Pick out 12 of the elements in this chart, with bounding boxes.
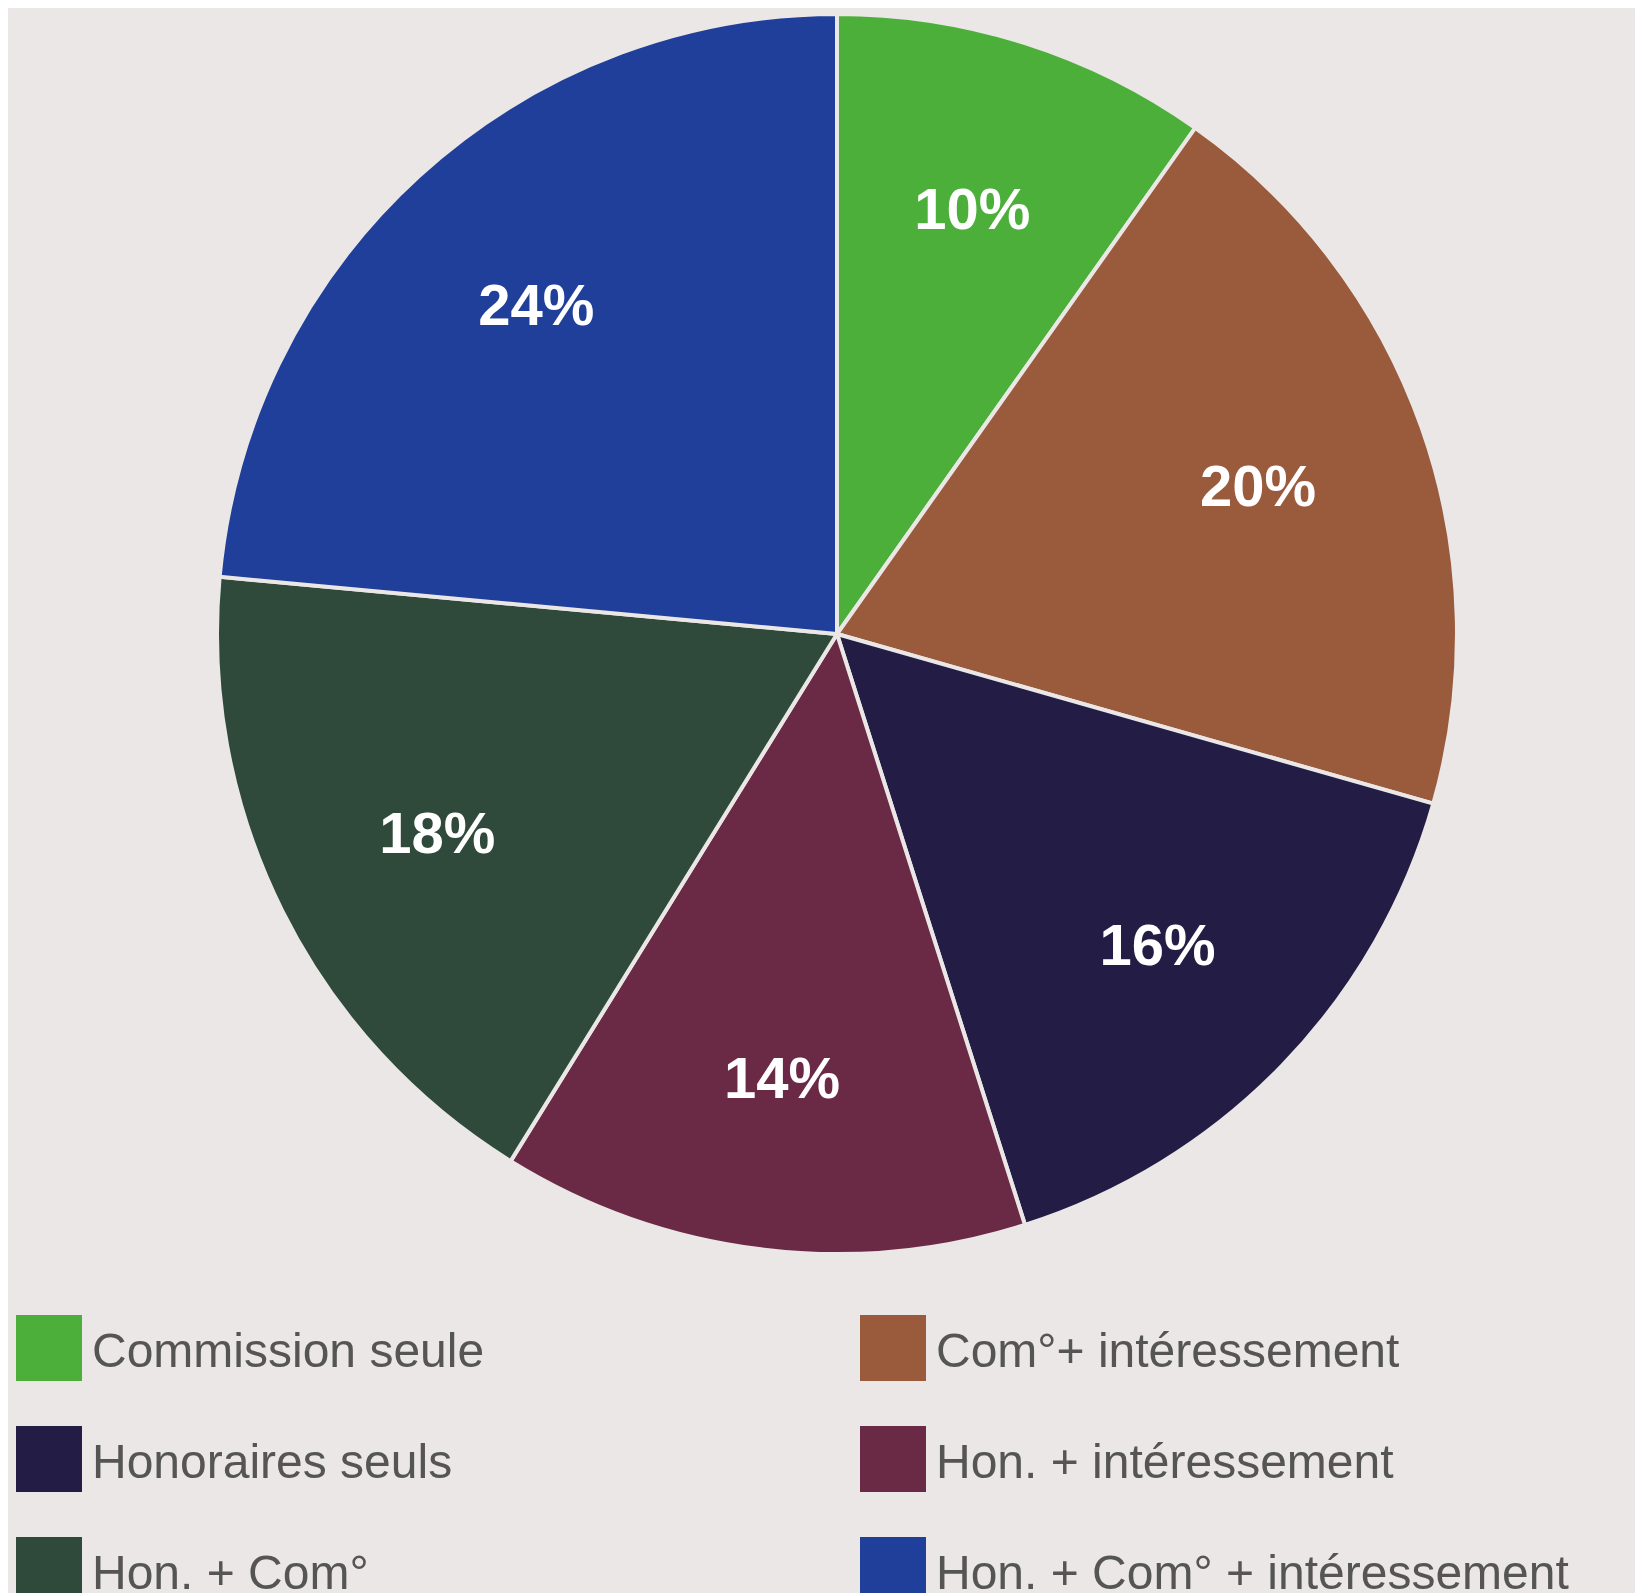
data-label: 18% (379, 800, 496, 866)
data-label: 24% (478, 271, 595, 337)
data-label: 10% (914, 176, 1031, 242)
legend-label: Com°+ intéressement (936, 1323, 1400, 1377)
data-label: 16% (1099, 912, 1216, 978)
legend-label: Hon. + intéressement (936, 1434, 1394, 1488)
legend-label: Hon. + Com° + intéressement (936, 1545, 1569, 1593)
data-label: 20% (1199, 453, 1317, 519)
data-label: 14% (724, 1044, 841, 1110)
legend-label: Honoraires seuls (92, 1434, 453, 1488)
legend-label: Hon. + Com° (92, 1545, 369, 1593)
legend-label: Commission seule (92, 1323, 485, 1377)
